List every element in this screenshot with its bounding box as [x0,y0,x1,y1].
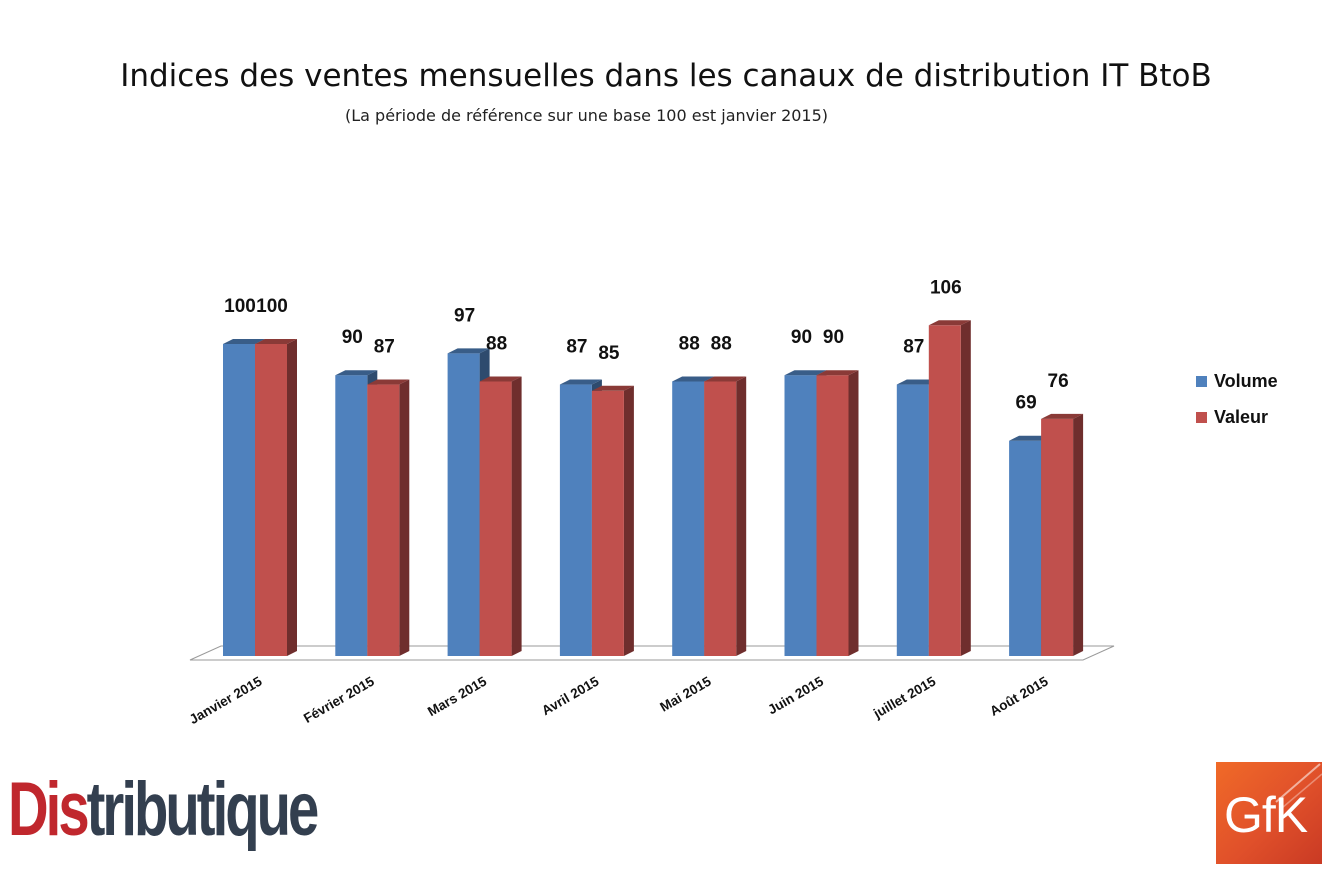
data-labels-group: 100 100 90 87 97 88 87 85 88 88 90 90 87 106 69 76 [224,277,1069,413]
gfk-logo-swoosh [1275,763,1322,809]
data-label-valeur-6: 90 [823,327,844,348]
bar-top-volume-3 [447,348,490,354]
data-label-volume-6: 90 [791,327,812,348]
bar-valeur-6 [816,375,849,656]
x-tick-label-8: Août 2015 [987,673,1051,718]
bar-side-valeur-7 [960,320,971,656]
bar-side-valeur-5 [736,376,747,656]
x-axis-labels: Janvier 2015 Février 2015 Mars 2015 Avril 2… [187,673,1051,727]
data-label-valeur-2: 87 [374,337,395,358]
x-tick-label-2: Février 2015 [301,673,377,726]
bar-top-valeur-3 [479,376,522,382]
bar-valeur-8 [1041,418,1074,656]
data-label-volume-4: 87 [566,337,587,358]
data-label-volume-5: 88 [679,333,700,354]
floor-plane [189,645,1115,661]
bar-side-valeur-6 [848,370,859,656]
bar-top-volume-7 [896,379,939,385]
bar-valeur-5 [704,381,737,656]
bar-top-valeur-4 [591,385,634,391]
bar-top-valeur-6 [816,370,859,376]
bar-top-valeur-8 [1041,413,1084,419]
data-label-valeur-3: 88 [486,333,507,354]
bar-top-volume-1 [223,339,265,344]
data-label-valeur-1: 100 [256,296,288,317]
bar-volume-6 [784,375,817,656]
bar-valeur-4 [591,390,624,656]
data-label-valeur-7: 106 [930,277,962,298]
x-tick-label-1: Janvier 2015 [187,673,265,727]
chart-subtitle: (La période de référence sur une base 10… [345,106,829,125]
x-tick-label-3: Mars 2015 [425,673,489,719]
bars-group [223,320,1084,656]
bar-top-valeur-2 [367,379,410,385]
bar-volume-8 [1009,440,1042,656]
bar-volume-2 [335,375,368,656]
bar-volume-3 [447,353,480,656]
bar-valeur-3 [479,381,512,656]
bar-valeur-1 [255,344,287,656]
bar-side-valeur-8 [1073,413,1084,656]
data-label-volume-1: 100 [224,296,256,317]
bar-side-valeur-2 [399,379,410,656]
logo-text-part2: tributique [86,767,320,852]
distributique-logo: Distributique [8,767,319,866]
gfk-logo: GfK [1216,762,1322,864]
legend-item-valeur: Valeur [1196,407,1268,428]
chart-title: Indices des ventes mensuelles dans les c… [120,58,1212,94]
bar-volume-7 [896,384,929,656]
data-label-volume-8: 69 [1016,393,1037,414]
data-label-valeur-8: 76 [1048,371,1069,392]
bar-side-valeur-4 [623,385,634,656]
bar-top-volume-6 [784,370,827,376]
bar-volume-4 [559,384,592,656]
x-tick-label-4: Avril 2015 [539,673,602,718]
data-label-volume-3: 97 [454,305,475,326]
bar-volume-5 [672,381,705,656]
bar-top-valeur-7 [928,320,971,326]
chart-floor [189,645,1115,661]
x-tick-label-6: Juin 2015 [765,673,826,717]
bar-top-volume-5 [672,376,715,382]
bar-side-valeur-3 [511,376,522,656]
bar-top-volume-4 [559,379,602,385]
bar-top-valeur-1 [255,339,297,344]
x-tick-label-7: juillet 2015 [870,673,939,721]
bar-valeur-7 [928,325,961,656]
legend-label-volume: Volume [1214,371,1278,391]
logo-text-part1: Dis [8,767,90,852]
gfk-logo-text: GfK [1224,787,1308,843]
data-label-valeur-4: 85 [598,343,620,364]
legend-item-volume: Volume [1196,371,1278,392]
data-label-volume-7: 87 [903,337,924,358]
bar-volume-1 [223,344,255,656]
data-label-volume-2: 90 [342,327,363,348]
legend-swatch-valeur [1196,412,1207,423]
bar-top-volume-2 [335,370,378,376]
legend-swatch-volume [1196,376,1207,387]
bar-top-volume-8 [1009,435,1052,441]
x-tick-label-5: Mai 2015 [657,673,714,714]
bar-top-valeur-5 [704,376,747,382]
legend-label-valeur: Valeur [1214,407,1269,427]
bar-valeur-2 [367,384,400,656]
bar-side-valeur-1 [287,339,297,656]
data-label-valeur-5: 88 [711,333,732,354]
